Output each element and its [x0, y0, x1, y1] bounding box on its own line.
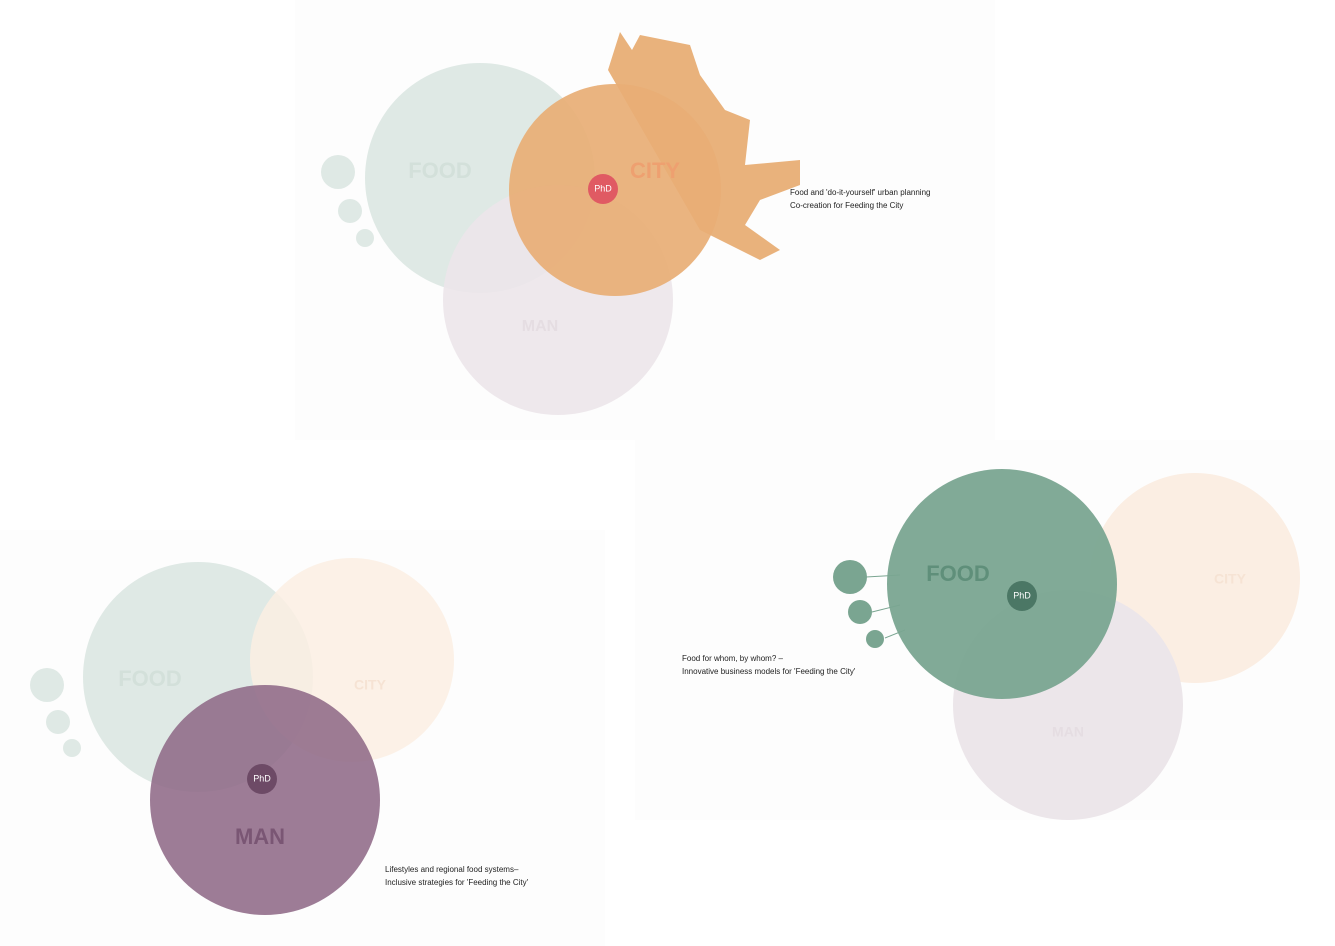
circle-food — [887, 469, 1117, 699]
label: MAN — [235, 824, 285, 849]
center-label: PhD — [594, 183, 612, 193]
satellite — [356, 229, 374, 247]
caption: Lifestyles and regional food systems– — [385, 865, 519, 874]
caption: Inclusive strategies for 'Feeding the Ci… — [385, 878, 529, 887]
satellite — [338, 199, 362, 223]
label: CITY — [630, 158, 680, 183]
page: FOOD CITY MAN PhD Food and 'do-it-yourse… — [0, 0, 1335, 946]
satellite — [833, 560, 867, 594]
satellite — [63, 739, 81, 757]
satellite — [30, 668, 64, 702]
satellite — [866, 630, 884, 648]
caption: Food and 'do-it-yourself' urban planning — [790, 188, 930, 197]
center-label: PhD — [253, 773, 271, 783]
label: MAN — [1052, 724, 1084, 740]
label: FOOD — [408, 158, 472, 183]
caption: Co-creation for Feeding the City — [790, 201, 903, 210]
satellite — [848, 600, 872, 624]
caption: Innovative business models for 'Feeding … — [682, 667, 856, 676]
caption: Food for whom, by whom? – — [682, 654, 783, 663]
center-label: PhD — [1013, 590, 1031, 600]
satellite — [321, 155, 355, 189]
label: FOOD — [118, 666, 182, 691]
label: CITY — [1214, 571, 1247, 587]
label: FOOD — [926, 561, 990, 586]
label: CITY — [354, 677, 387, 693]
satellite — [46, 710, 70, 734]
circle-man — [150, 685, 380, 915]
label: MAN — [522, 318, 558, 335]
